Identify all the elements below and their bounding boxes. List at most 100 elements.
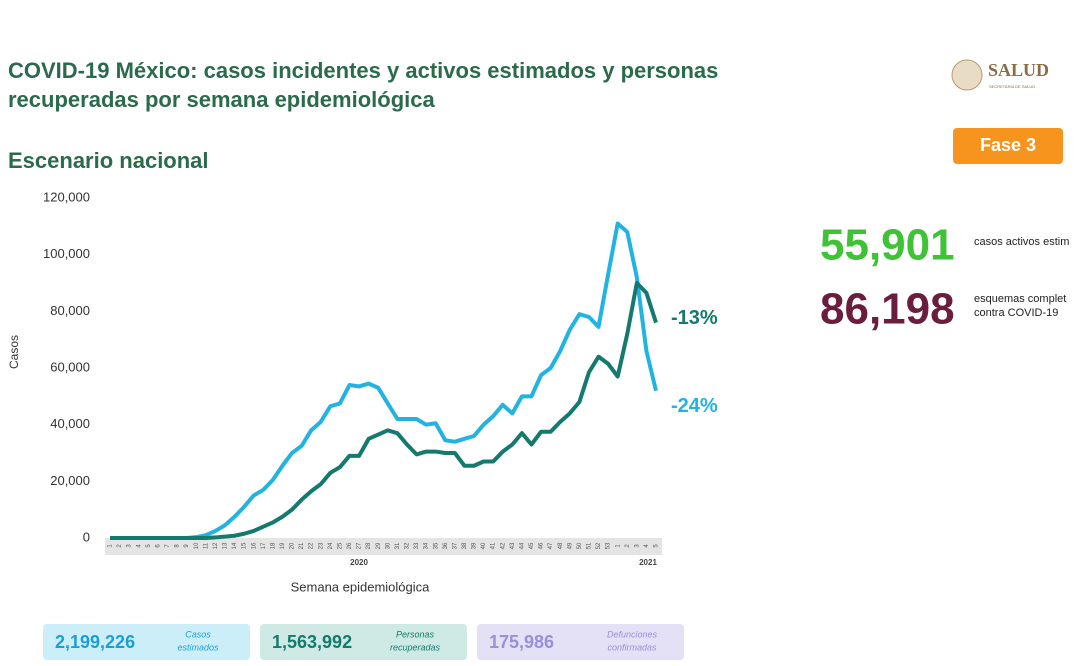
x-tick-label: 20 (290, 542, 296, 549)
x-tick-label: 11 (203, 542, 209, 549)
y-tick-label: 0 (83, 529, 90, 544)
x-tick-label: 46 (539, 542, 545, 549)
title-line: recuperadas por semana epidemiológica (8, 87, 435, 112)
x-tick-label: 50 (577, 542, 583, 549)
x-tick-label: 29 (376, 542, 382, 549)
stat-label: esquemas complet (974, 293, 1066, 305)
x-tick-label: 48 (558, 542, 564, 549)
logo-sub: SECRETARÍA DE SALUD (989, 84, 1035, 89)
phase-text: Fase 3 (980, 135, 1036, 155)
summary-value: 1,563,992 (272, 632, 352, 652)
y-axis-label: Casos (7, 335, 21, 369)
y-tick-label: 100,000 (43, 246, 90, 261)
subtitle: Escenario nacional (8, 148, 209, 173)
x-tick-label: 28 (366, 542, 372, 549)
x-tick-label: 1 (615, 544, 621, 548)
week-band (105, 538, 662, 555)
x-tick-label: 12 (213, 542, 219, 549)
x-tick-label: 21 (299, 542, 305, 549)
x-tick-label: 7 (165, 544, 171, 548)
y-tick-label: 20,000 (50, 473, 90, 488)
y-tick-label: 80,000 (50, 303, 90, 318)
x-tick-label: 42 (500, 542, 506, 549)
series-annotation: -24% (671, 395, 718, 417)
y-tick-label: 60,000 (50, 359, 90, 374)
x-tick-label: 49 (567, 542, 573, 549)
x-tick-label: 22 (309, 542, 315, 549)
x-tick-label: 25 (337, 542, 343, 549)
x-tick-label: 41 (491, 542, 497, 549)
summary-label: Defunciones (607, 629, 658, 639)
logo-emblem (951, 59, 983, 91)
x-tick-label: 8 (175, 544, 181, 548)
summary-value: 175,986 (489, 632, 554, 652)
x-tick-label: 37 (452, 542, 458, 549)
summary-label: recuperadas (390, 642, 441, 652)
summary-box (43, 624, 250, 660)
series-annotation: -13% (671, 307, 718, 329)
x-group-label: 2021 (639, 558, 657, 567)
x-tick-label: 47 (548, 542, 554, 549)
x-tick-label: 1 (108, 544, 114, 548)
title-line: COVID-19 México: casos incidentes y acti… (8, 58, 718, 83)
summary-label: estimados (177, 642, 219, 652)
x-tick-label: 16 (251, 542, 257, 549)
summary-label: Casos (185, 629, 211, 639)
x-tick-label: 53 (606, 542, 612, 549)
x-tick-label: 26 (347, 542, 353, 549)
x-tick-label: 18 (270, 542, 276, 549)
x-tick-label: 32 (405, 542, 411, 549)
x-tick-label: 35 (433, 542, 439, 549)
x-tick-label: 15 (242, 542, 248, 549)
x-tick-label: 40 (481, 542, 487, 549)
x-tick-label: 33 (414, 542, 420, 549)
summary-label: Personas (396, 629, 435, 639)
x-tick-label: 5 (146, 544, 152, 548)
x-tick-label: 2 (117, 544, 123, 548)
x-tick-label: 31 (395, 542, 401, 549)
stat-value: 55,901 (820, 221, 955, 270)
x-tick-label: 14 (232, 542, 238, 549)
x-axis-label: Semana epidemiológica (291, 579, 431, 594)
stat-label: casos activos estim (974, 236, 1069, 248)
summary-value: 2,199,226 (55, 632, 135, 652)
x-tick-label: 13 (223, 542, 229, 549)
summary-box (477, 624, 684, 660)
x-tick-label: 51 (587, 542, 593, 549)
x-tick-label: 17 (261, 542, 267, 549)
x-tick-label: 5 (654, 544, 660, 548)
x-tick-label: 4 (644, 544, 650, 548)
y-tick-label: 40,000 (50, 416, 90, 431)
y-tick-label: 120,000 (43, 189, 90, 204)
stat-value: 86,198 (820, 285, 955, 334)
x-tick-label: 2 (625, 544, 631, 548)
x-tick-label: 39 (472, 542, 478, 549)
stat-label: contra COVID-19 (974, 307, 1058, 319)
x-tick-label: 44 (519, 542, 525, 549)
x-tick-label: 10 (194, 542, 200, 549)
x-tick-label: 6 (155, 544, 161, 548)
x-tick-label: 43 (510, 542, 516, 549)
x-tick-label: 30 (385, 542, 391, 549)
x-tick-label: 24 (328, 542, 334, 549)
x-tick-label: 38 (462, 542, 468, 549)
x-tick-label: 19 (280, 542, 286, 549)
summary-box (260, 624, 467, 660)
summary-label: confirmadas (607, 642, 657, 652)
x-tick-label: 3 (127, 544, 133, 548)
logo: SALUD (988, 60, 1049, 80)
x-tick-label: 27 (357, 542, 363, 549)
x-tick-label: 34 (424, 542, 430, 549)
x-tick-label: 23 (318, 542, 324, 549)
x-tick-label: 4 (136, 544, 142, 548)
x-group-label: 2020 (350, 558, 368, 567)
x-tick-label: 3 (634, 544, 640, 548)
series-line (110, 221, 658, 540)
x-tick-label: 45 (529, 542, 535, 549)
x-tick-label: 36 (443, 542, 449, 549)
x-tick-label: 52 (596, 542, 602, 549)
series-line (110, 281, 658, 540)
x-tick-label: 9 (184, 544, 190, 548)
